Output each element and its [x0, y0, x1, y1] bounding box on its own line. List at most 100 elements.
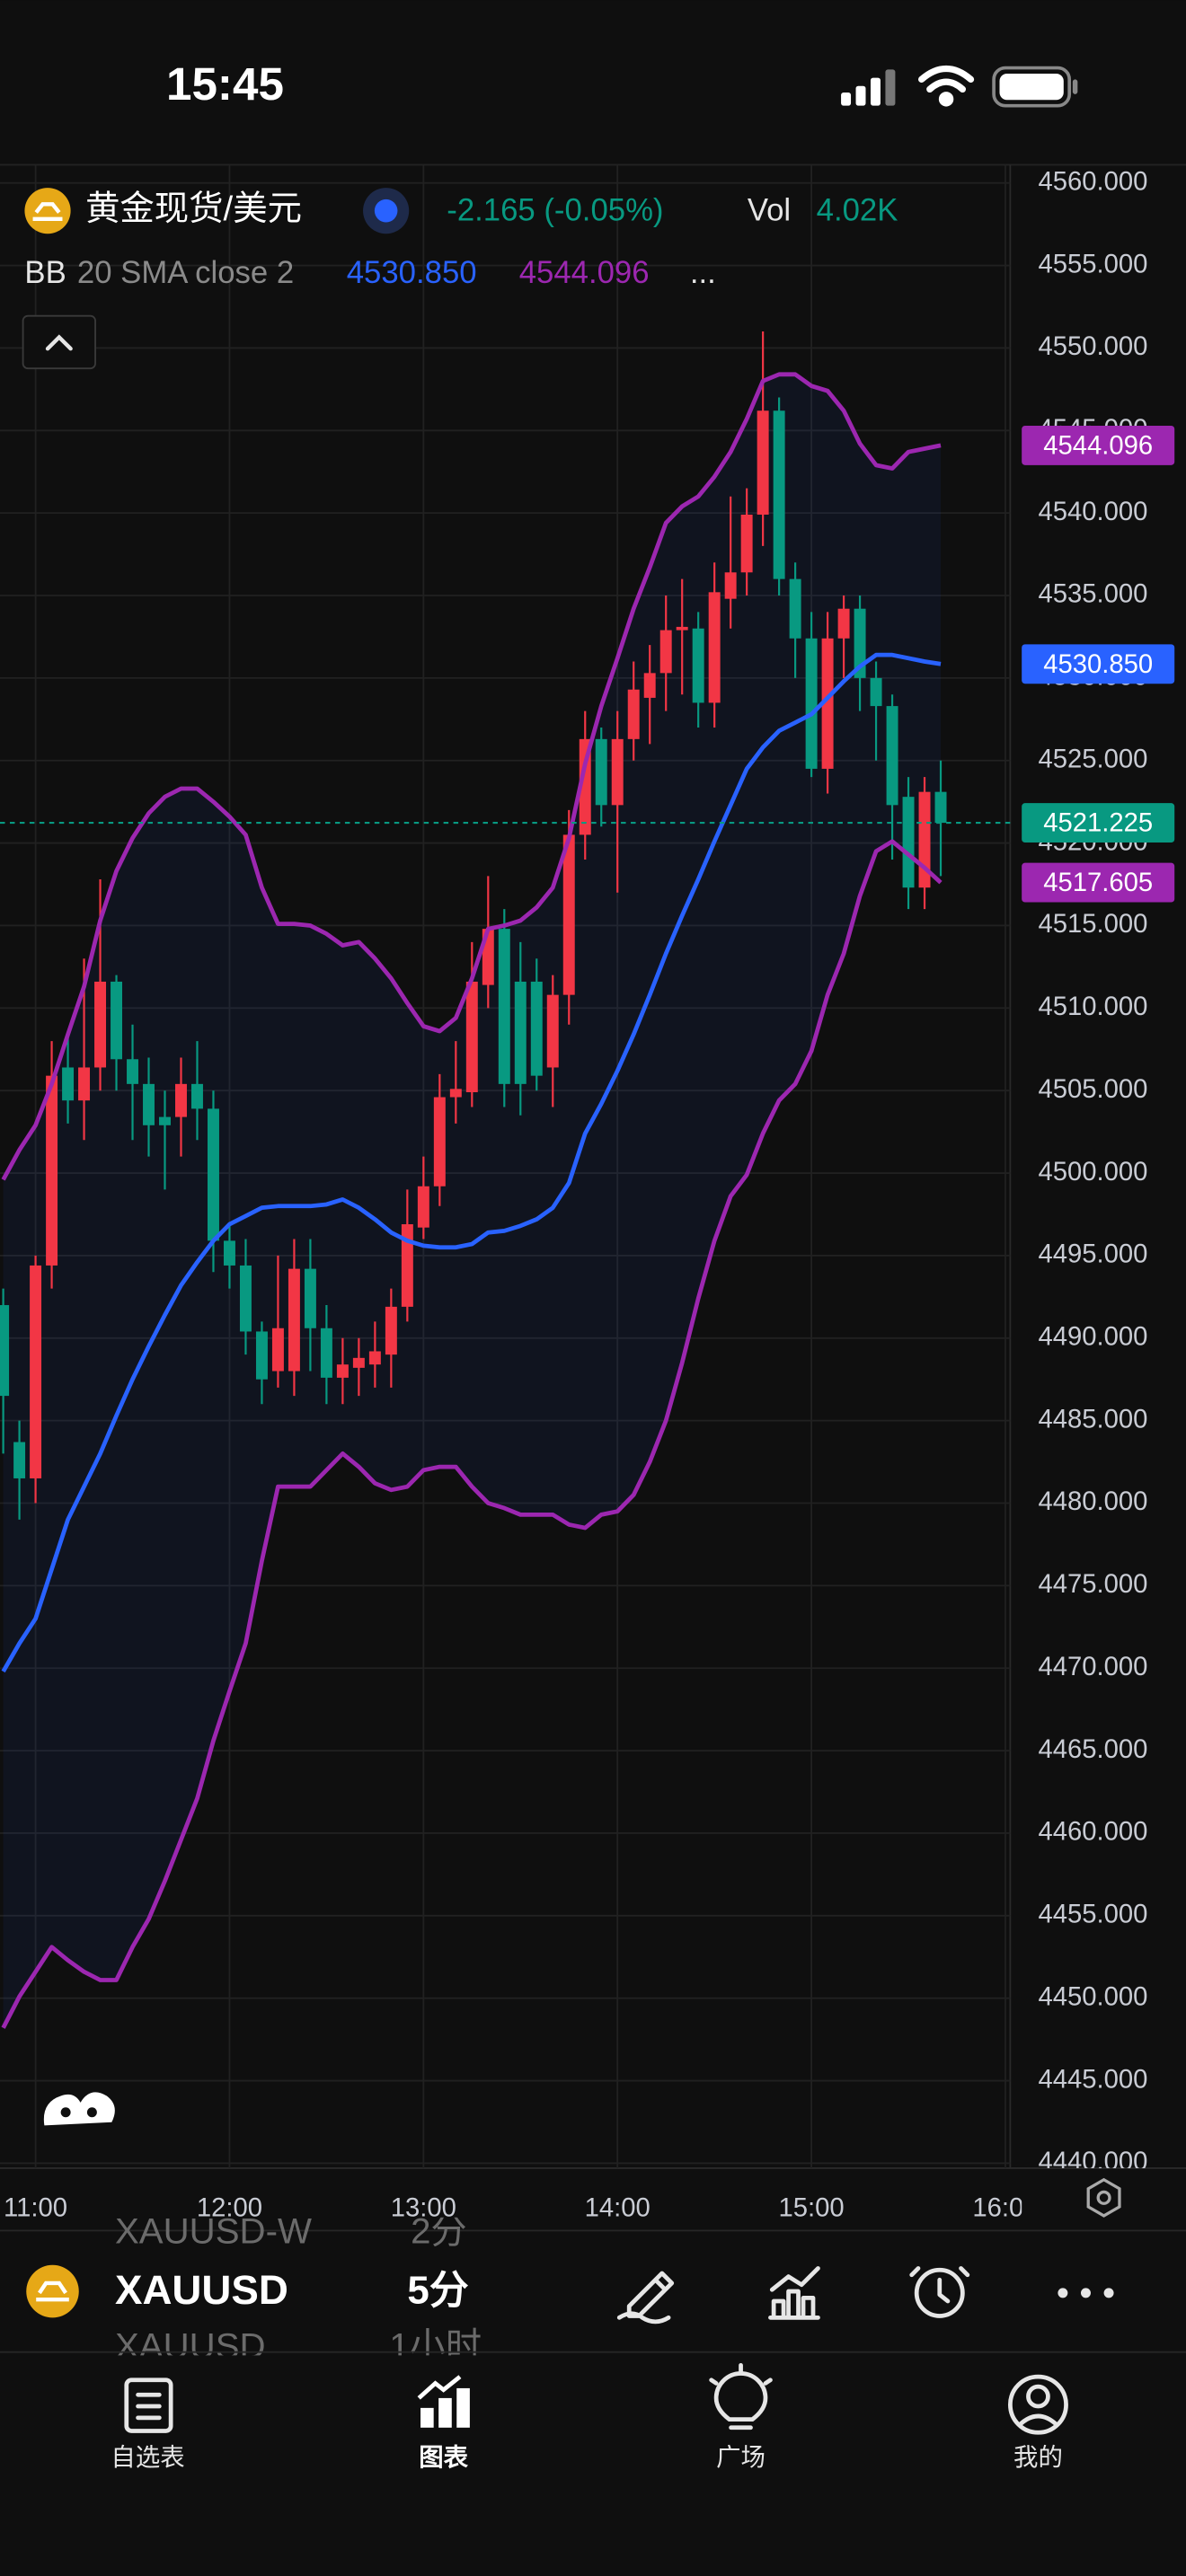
y-tick-label: 4550.000 [1038, 332, 1147, 361]
y-tick-label: 4475.000 [1038, 1570, 1147, 1599]
candle-body [143, 1083, 155, 1125]
y-tick-label: 4465.000 [1038, 1735, 1147, 1764]
y-tick-label: 4540.000 [1038, 498, 1147, 526]
toolbar [0, 2230, 1186, 2352]
candle-body [498, 929, 510, 1084]
symbol-button[interactable]: XAUUSD [115, 2267, 288, 2313]
price-change: -2.165 (-0.05%) [447, 194, 663, 228]
market-status-icon [363, 188, 410, 234]
status-time: 15:45 [166, 58, 284, 110]
candle-body [417, 1186, 429, 1228]
candle-body [255, 1331, 268, 1380]
wifi-icon [917, 66, 975, 107]
indicator-more[interactable]: ... [690, 256, 716, 290]
battery-icon [992, 66, 1078, 108]
x-tick-label: 12:00 [197, 2193, 262, 2222]
chart-tab[interactable]: 图表 [419, 2443, 468, 2471]
candle-body [934, 791, 947, 824]
band-fill [3, 374, 942, 2028]
y-tick-label: 4555.000 [1038, 250, 1147, 278]
candle-body [579, 738, 591, 835]
candle-body [514, 981, 527, 1084]
y-tick-label: 4460.000 [1038, 1818, 1147, 1847]
x-tick-label: 15:00 [778, 2193, 844, 2222]
candle-body [304, 1268, 316, 1328]
y-tick-label: 4500.000 [1038, 1158, 1147, 1187]
y-tick-label: 4455.000 [1038, 1901, 1147, 1929]
signal-icon [841, 69, 896, 106]
band-line [1, 652, 942, 1673]
ideas-tab[interactable]: 广场 [716, 2443, 766, 2471]
candle-body [627, 689, 640, 739]
chart-settings-button[interactable] [1086, 2177, 1121, 2218]
price-tag [1022, 425, 1175, 465]
candle-body [595, 738, 607, 806]
chart-tab-icon[interactable] [417, 2375, 470, 2428]
time-axis: 11:00 12:00 13:00 14:00 15:00 16:00 [4, 2193, 1038, 2222]
interval-button[interactable]: 5分 [407, 2268, 468, 2312]
watermark-logo [43, 2092, 115, 2126]
drawing-tool-button[interactable] [616, 2271, 675, 2325]
candle-body [368, 1351, 381, 1365]
x-tick-label: 11:00 [4, 2193, 67, 2222]
volume-label: Vol [748, 194, 791, 228]
alert-button[interactable] [909, 2266, 970, 2318]
band-line [1, 839, 943, 2029]
y-tick-label: 4440.000 [1038, 2148, 1147, 2176]
candle-body [288, 1268, 300, 1372]
more-button[interactable] [1058, 2288, 1114, 2298]
candle-body [870, 677, 882, 707]
ghost-symbol: XAUUSD [115, 2326, 266, 2367]
profile-tab-icon[interactable] [1008, 2374, 1068, 2435]
candle-body [676, 626, 688, 631]
collapse-legend-button[interactable] [22, 314, 96, 370]
price-tag [1022, 862, 1175, 903]
candle-body [562, 834, 575, 995]
indicator-basis: 4530.850 [347, 256, 477, 290]
candle-body [902, 797, 915, 888]
candle-body [659, 630, 672, 674]
candle-body [352, 1357, 365, 1368]
profile-tab[interactable]: 我的 [1013, 2443, 1063, 2471]
band-line [1, 372, 942, 1181]
candle-body [530, 981, 543, 1076]
price-tag-label: 4544.096 [1043, 431, 1153, 460]
candle-body [46, 1075, 58, 1266]
plot-area [0, 331, 1011, 2029]
candle-body [94, 981, 107, 1068]
candle-body [886, 706, 898, 806]
watchlist-tab-icon[interactable] [124, 2378, 173, 2433]
ideas-tab-icon[interactable] [709, 2362, 773, 2430]
candle-body [159, 1116, 171, 1125]
x-tick-label: 16:00 [972, 2193, 1038, 2222]
symbol-title: 黄金现货/美元 [85, 190, 302, 228]
candle-body [465, 981, 478, 1093]
candle-body [837, 608, 850, 639]
ghost-interval: 1小时 [389, 2326, 482, 2367]
watchlist-tab[interactable]: 自选表 [111, 2443, 184, 2471]
candle-body [546, 994, 559, 1068]
candle-body [611, 738, 624, 806]
price-tag-label: 4530.850 [1043, 650, 1153, 679]
candle-body [111, 981, 123, 1060]
toolbar-symbol-icon [26, 2264, 79, 2318]
candle-body [401, 1224, 413, 1307]
symbol-icon [24, 188, 71, 234]
candle-body [821, 638, 834, 769]
y-tick-label: 4560.000 [1038, 167, 1147, 196]
candle-body [724, 572, 737, 599]
y-tick-label: 4495.000 [1038, 1240, 1147, 1269]
candle-body [207, 1108, 219, 1241]
indicator-upper: 4544.096 [519, 256, 650, 290]
candle-body [78, 1067, 91, 1101]
indicators-button[interactable] [768, 2266, 820, 2320]
candle-body [433, 1097, 446, 1187]
volume-value: 4.02K [817, 194, 898, 228]
candle-body [271, 1328, 284, 1372]
candle-body [789, 578, 801, 639]
y-tick-label: 4445.000 [1038, 2065, 1147, 2094]
candle-body [708, 592, 721, 703]
price-tag-label: 4517.605 [1043, 869, 1153, 897]
price-tag-label: 4521.225 [1043, 809, 1153, 838]
candle-body [449, 1089, 462, 1098]
